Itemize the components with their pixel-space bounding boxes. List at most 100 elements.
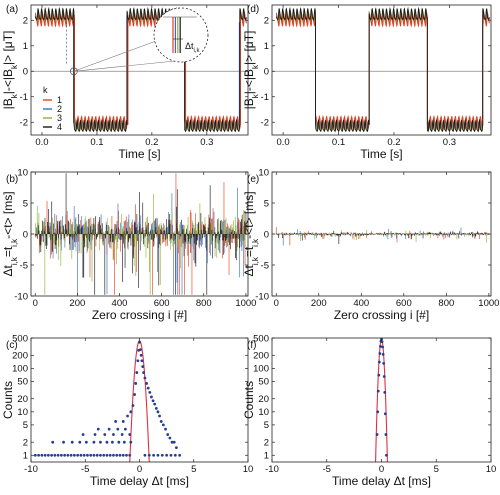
data-point [102, 453, 106, 457]
x-tick-label: 800 [438, 298, 454, 309]
data-point [160, 453, 164, 457]
legend-title: k [43, 85, 48, 95]
y-axis-label-part: k [10, 93, 19, 98]
y-axis-label-part: k [10, 64, 19, 69]
y-axis-label-part: k [251, 64, 260, 69]
data-point [141, 365, 145, 368]
data-point [128, 453, 132, 457]
data-point [129, 440, 133, 444]
y-axis-label: Δti,k=ti,k-<t> [ms] [242, 191, 260, 276]
data-point [89, 453, 93, 457]
y-tick-label: 100 [253, 364, 269, 375]
data-point [134, 382, 138, 385]
x-tick-label: 1000 [478, 298, 499, 309]
data-point [112, 433, 115, 436]
x-tick-label: 5 [191, 464, 196, 475]
data-point [138, 348, 142, 352]
y-axis-label-part: i,k [10, 238, 19, 247]
data-point [156, 453, 160, 457]
y-axis-label: |Bk|-<|Bk|> [μT] [1, 31, 19, 110]
y-tick-label: 500 [12, 333, 28, 344]
data-point [62, 440, 65, 444]
data-point [78, 440, 82, 444]
plot-frame [271, 337, 492, 463]
plot-content [375, 338, 388, 462]
data-point [51, 440, 55, 444]
y-tick-label: 0 [23, 229, 28, 240]
y-tick-label: 50 [17, 377, 28, 388]
y-tick-label: 1 [264, 451, 269, 462]
x-tick-label: 0 [274, 298, 279, 309]
data-point [172, 440, 176, 444]
y-axis-label-part: |-<|B [242, 69, 256, 94]
data-point [122, 440, 126, 444]
panel-label: (f) [247, 340, 256, 351]
x-tick-label: 600 [154, 298, 170, 309]
x-tick-label: 1000 [235, 298, 256, 309]
x-tick-label: 0 [33, 298, 38, 309]
data-point [139, 353, 143, 357]
data-point [377, 360, 381, 364]
series-group [34, 6, 247, 133]
data-point [146, 386, 150, 390]
data-point [121, 420, 125, 423]
data-point [159, 420, 163, 423]
data-point [384, 433, 388, 436]
x-tick-label: 10 [243, 464, 254, 475]
data-point [92, 440, 96, 444]
data-point [121, 453, 125, 457]
y-tick-label: 2 [23, 16, 28, 27]
y-axis-label-part: |B [242, 98, 256, 109]
y-tick-label: 1 [264, 41, 269, 52]
y-tick-label: 0 [23, 67, 28, 78]
series-k2 [34, 10, 247, 132]
y-axis-label-part: k [251, 93, 260, 98]
y-tick-label: -10 [255, 291, 269, 302]
x-axis-label: Zero crossing i [#] [92, 308, 187, 322]
plot-frame [271, 4, 492, 136]
y-axis-label-part: |B [1, 98, 15, 109]
y-axis-label: |Bk|-<|Bk|> [μT] [242, 31, 260, 110]
data-point [131, 404, 135, 407]
data-point [165, 453, 169, 457]
y-axis-label-part: Δt [242, 265, 256, 277]
legend-label: 1 [57, 95, 62, 105]
series-k4 [275, 6, 490, 133]
data-point [378, 352, 382, 355]
inset-label: Δti,k [185, 41, 201, 54]
data-point [380, 340, 384, 344]
x-tick-label: 0.1 [332, 137, 345, 148]
y-axis-label-part: =t [242, 246, 256, 257]
data-point [93, 433, 97, 436]
data-point [99, 453, 102, 457]
y-tick-label: 20 [258, 394, 269, 405]
y-tick-label: -2 [261, 118, 269, 129]
data-point [147, 453, 151, 457]
gaussian-fit [129, 340, 150, 462]
data-point [84, 440, 88, 444]
x-tick-label: 0 [137, 464, 142, 475]
data-point [108, 453, 112, 457]
data-point [123, 427, 127, 431]
x-tick-label: 400 [112, 298, 128, 309]
x-tick-label: 0.0 [35, 137, 48, 148]
x-tick-label: 0.1 [90, 137, 103, 148]
y-tick-label: 100 [12, 364, 28, 375]
zoom-connector [73, 40, 157, 72]
y-tick-label: 10 [17, 167, 28, 178]
y-tick-label: 5 [23, 198, 28, 209]
data-point [383, 390, 387, 394]
data-point [69, 453, 73, 457]
gaussian-fit [375, 338, 388, 462]
data-point [43, 453, 47, 457]
x-tick-label: 200 [69, 298, 85, 309]
y-tick-label: 50 [258, 377, 269, 388]
panel-c: -10 -5 0 5 10 1 2 5 10 20 50 100 200 500 Time delay Δt… [1, 333, 253, 488]
panel-label: (b) [6, 174, 18, 185]
x-axis-label: Zero crossing i [#] [334, 308, 429, 322]
panel-b: 0 200 400 600 800 1000 -10 -5 0 5 10 Zero crossing … [1, 167, 256, 322]
data-point [128, 433, 132, 436]
legend-label: 4 [57, 122, 62, 132]
x-tick-label: 0.3 [200, 137, 213, 148]
zoom-connector [73, 60, 176, 72]
